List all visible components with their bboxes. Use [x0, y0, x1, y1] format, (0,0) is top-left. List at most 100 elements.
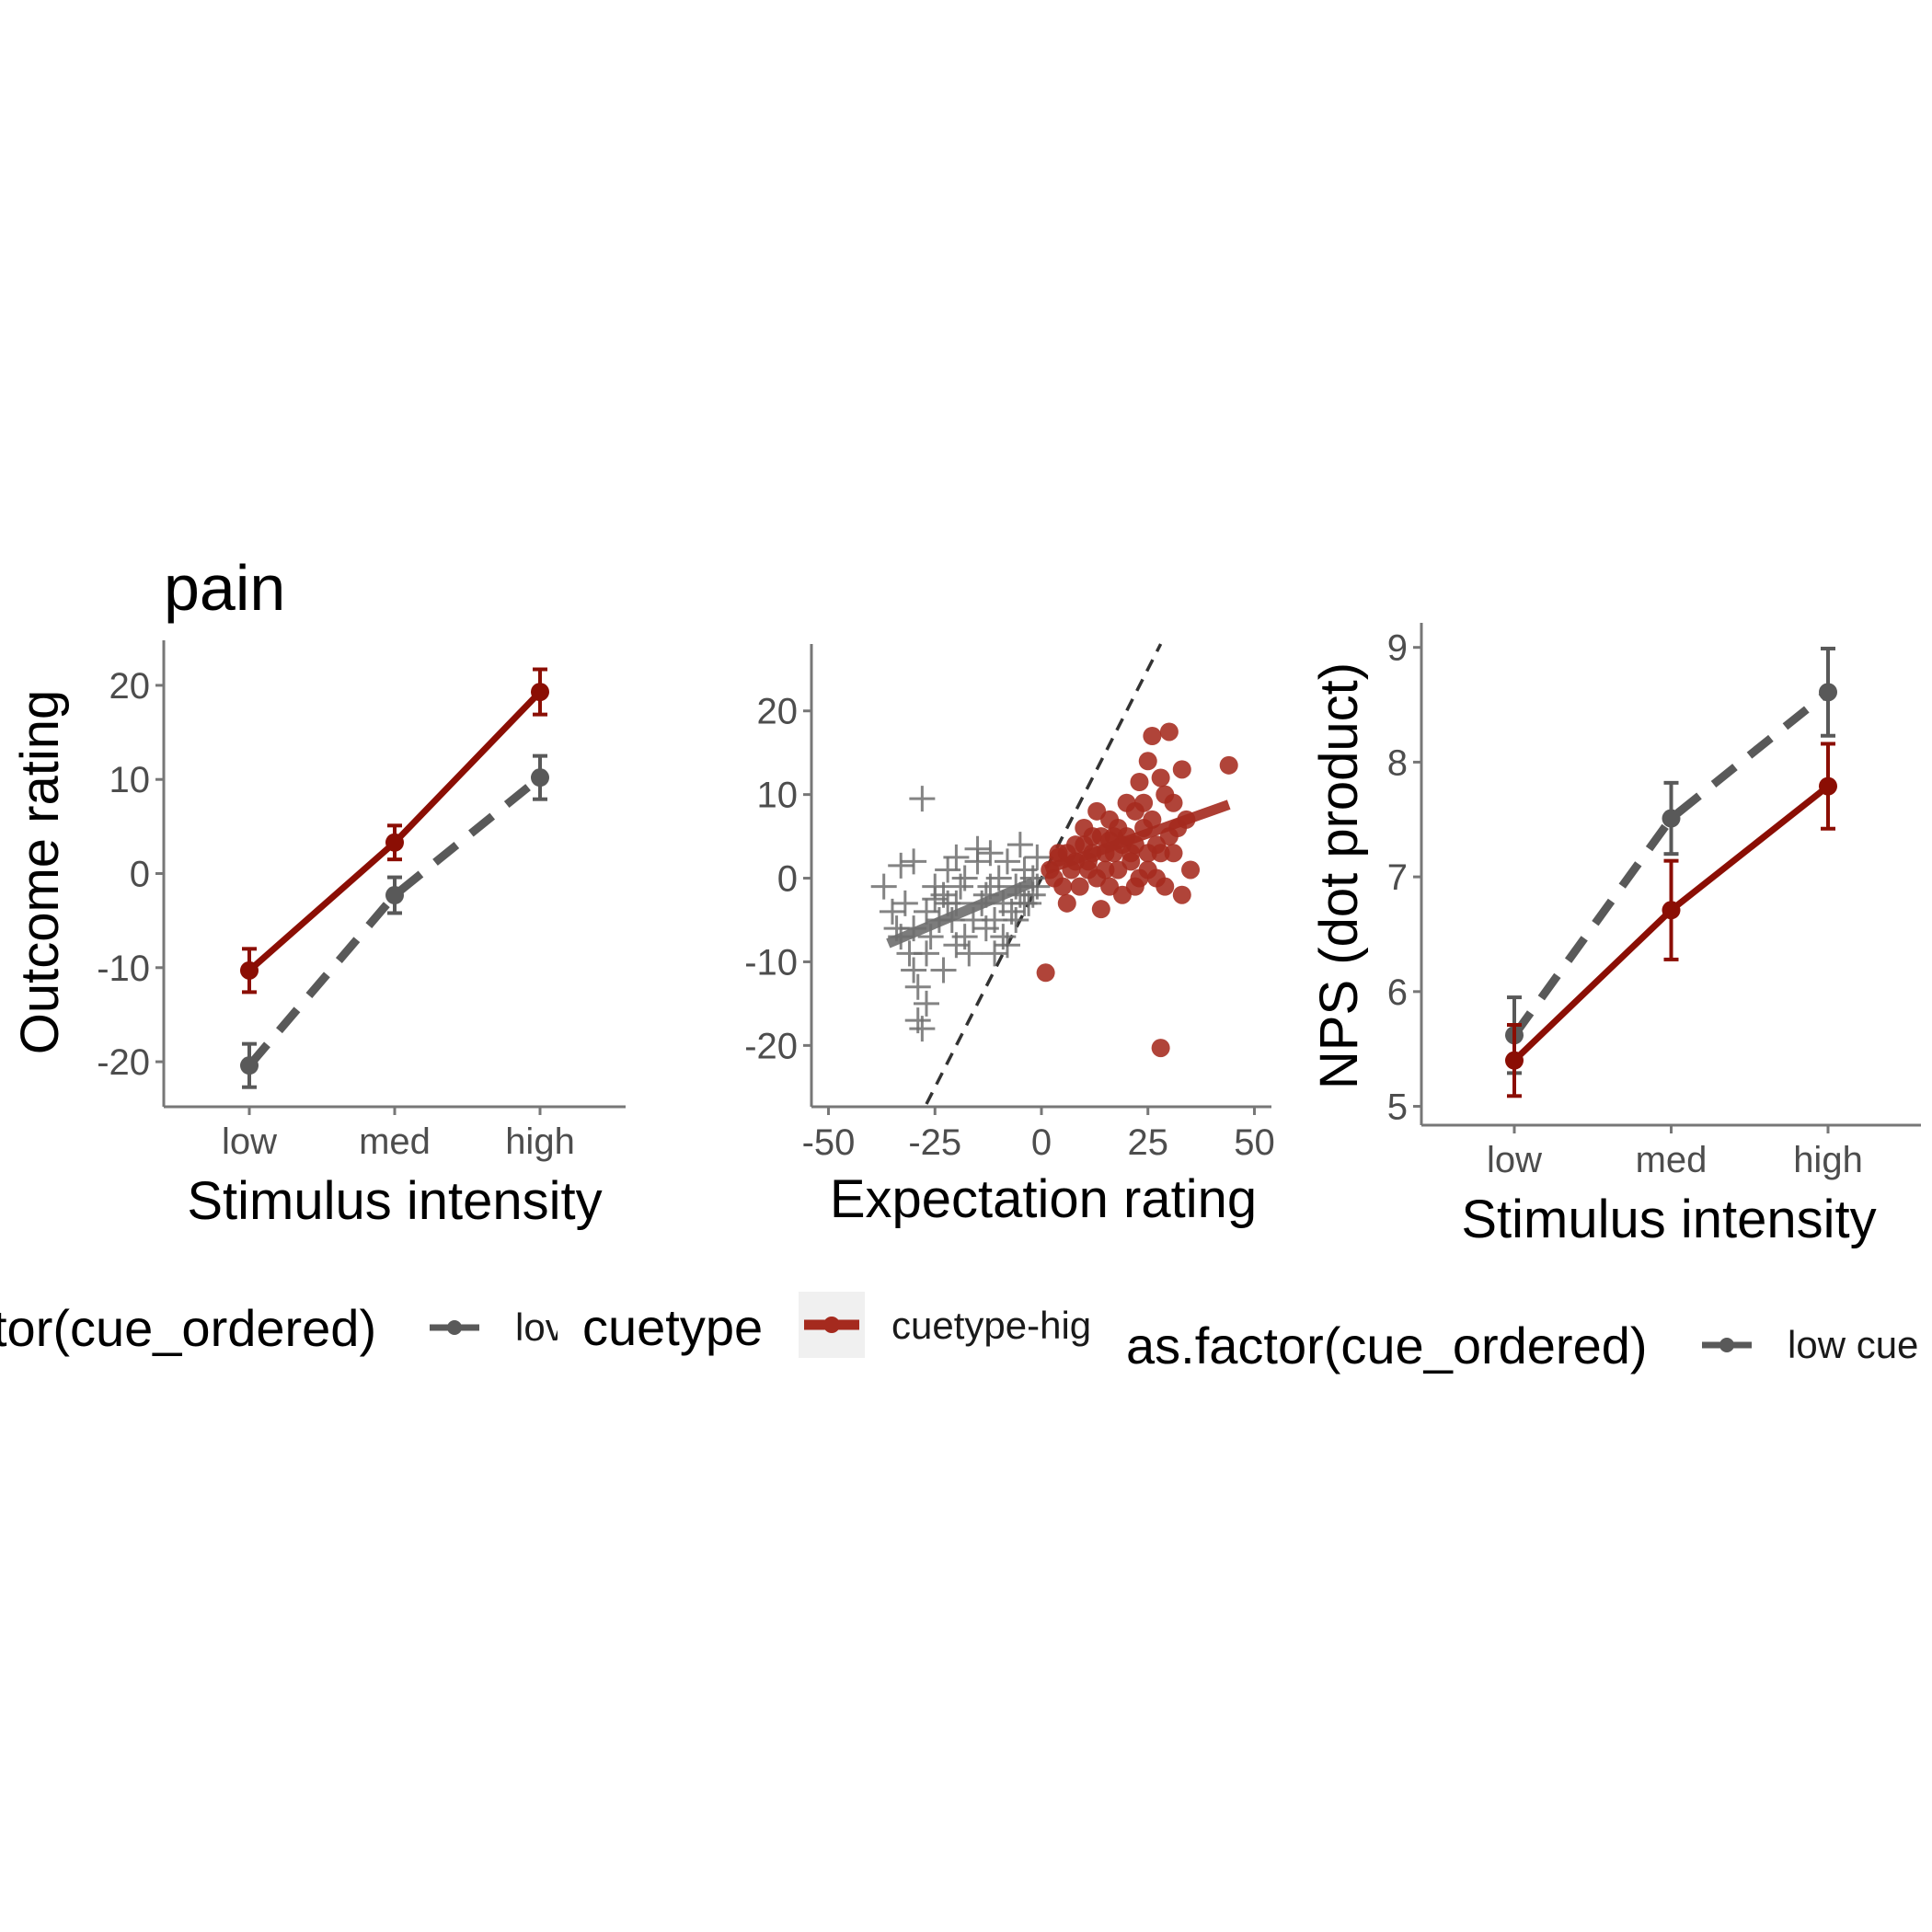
low-cue-point [994, 848, 1020, 875]
low-cue-point [1819, 683, 1837, 702]
y-axis-title: NPS (dot product) [1309, 662, 1369, 1089]
low-cue-point [1003, 907, 1029, 933]
high-cue-point [1819, 776, 1837, 796]
identity-line [925, 643, 1163, 1105]
high-cue-point [1505, 1051, 1524, 1070]
high-cue-point [1172, 760, 1191, 779]
high-cue-point [1151, 768, 1170, 788]
y-tick-label: 7 [1387, 857, 1408, 898]
low-cue-point [385, 886, 404, 905]
y-tick-label: 8 [1387, 742, 1408, 783]
y-tick-label: 9 [1387, 628, 1408, 669]
x-axis-title: Stimulus intensity [187, 1171, 602, 1231]
x-tick-label: 50 [1234, 1122, 1275, 1163]
low-cue-point [909, 786, 936, 812]
low-cue-point [901, 957, 927, 983]
low-cue-fit-line [886, 878, 1035, 949]
high-cue-point [1066, 835, 1086, 855]
low-cue-point [904, 973, 931, 1000]
outcome-plot-area [240, 667, 549, 1089]
y-tick-label: 0 [777, 859, 798, 900]
x-tick-label: high [1793, 1140, 1863, 1180]
panel-title: pain [164, 552, 285, 624]
low-cue-point [888, 852, 914, 879]
y-tick-label: -20 [97, 1042, 150, 1083]
high-cue-point [1053, 877, 1073, 896]
high-cue-point [1078, 860, 1098, 880]
nps-axis-ticks: 5 6 7 8 9 low med high [1387, 623, 1921, 1180]
low-cue-point [943, 844, 970, 870]
legend-title: as.factor(cue_ordered) [1126, 1317, 1648, 1374]
legend-cue-ordered: tor(cue_ordered) lov [0, 1299, 565, 1357]
low-cue-point [1024, 844, 1051, 870]
high-cue-point [1181, 860, 1201, 880]
low-cue-point [240, 1056, 259, 1075]
low-cue-point [909, 1016, 936, 1042]
high-cue-point [1143, 727, 1162, 745]
low-cue-point [901, 848, 927, 875]
high-cue-point [1219, 755, 1238, 775]
legend-key-dot-icon [447, 1320, 462, 1335]
low-cue-point [977, 840, 1004, 867]
y-tick-label: -20 [744, 1026, 798, 1066]
high-cue-point [1159, 722, 1179, 742]
y-tick-label: -10 [744, 942, 798, 983]
x-axis-title: Stimulus intensity [1461, 1190, 1876, 1249]
low-cue-point [914, 990, 939, 1017]
high-cue-point [1083, 827, 1102, 846]
high-cue-point [1109, 860, 1128, 880]
low-cue-point [1006, 832, 1033, 858]
high-cue-point [1143, 810, 1162, 829]
y-tick-label: 10 [109, 760, 151, 800]
legend-label: lov [515, 1305, 565, 1349]
high-cue-point [1151, 844, 1170, 863]
low-cue-series-line [246, 774, 543, 1069]
x-tick-label: med [359, 1121, 431, 1162]
x-tick-label: -25 [908, 1122, 961, 1163]
panel-outcome: pain -20 -10 0 10 20 low med high Stimulus inte… [10, 552, 626, 1231]
x-tick-label: low [1487, 1140, 1542, 1180]
high-cue-point [385, 833, 404, 852]
high-cue-point [1138, 752, 1157, 771]
high-cue-point [1662, 901, 1681, 920]
y-tick-label: 0 [130, 855, 150, 895]
y-tick-label: 10 [757, 776, 799, 816]
high-cue-point [240, 960, 259, 980]
low-cue-point [531, 768, 549, 788]
high-cue-point [1070, 877, 1089, 896]
panel-expectation: -20 -10 0 10 20 -50 -25 0 25 50 Expectation ratin… [744, 643, 1275, 1229]
legend-key-dot-icon [1719, 1338, 1734, 1352]
x-tick-label: high [505, 1121, 575, 1162]
x-tick-label: 25 [1127, 1122, 1168, 1163]
y-tick-label: 20 [757, 692, 799, 732]
legend-cue-ordered-nps: as.factor(cue_ordered) low cue [1126, 1317, 1918, 1374]
low-cue-point [930, 957, 957, 983]
low-cue-point [956, 940, 983, 967]
y-tick-label: 5 [1387, 1087, 1408, 1128]
legend-cuetype: cuetype cuetype-hig [582, 1292, 1091, 1358]
high-cue-point [1091, 900, 1110, 919]
low-cue-point [951, 924, 978, 950]
x-tick-label: 0 [1031, 1122, 1052, 1163]
expectation-axis-ticks: -20 -10 0 10 20 -50 -25 0 25 50 [744, 644, 1275, 1163]
x-tick-label: -50 [802, 1122, 856, 1163]
panel-nps: 5 6 7 8 9 low med high Stimulus intensity NPS (… [1309, 623, 1921, 1249]
x-tick-label: med [1636, 1140, 1708, 1180]
expectation-plot-area [870, 643, 1238, 1105]
high-cue-point [1117, 793, 1136, 812]
high-cue-point [1100, 877, 1120, 896]
low-cue-point [930, 881, 957, 908]
low-cue-point [948, 873, 974, 900]
high-cue-point [1096, 860, 1115, 880]
high-cue-point [1164, 793, 1183, 812]
high-cue-point [531, 683, 549, 702]
low-cue-point [891, 890, 918, 916]
high-cue-point [1057, 893, 1076, 913]
y-tick-label: -10 [97, 949, 150, 989]
high-cue-point [1138, 844, 1157, 863]
high-cue-point [1049, 844, 1068, 863]
legend-label: low cue [1788, 1323, 1918, 1366]
high-cue-point [1172, 885, 1191, 904]
low-cue-point [1662, 809, 1681, 828]
high-cue-point [1151, 1039, 1170, 1058]
